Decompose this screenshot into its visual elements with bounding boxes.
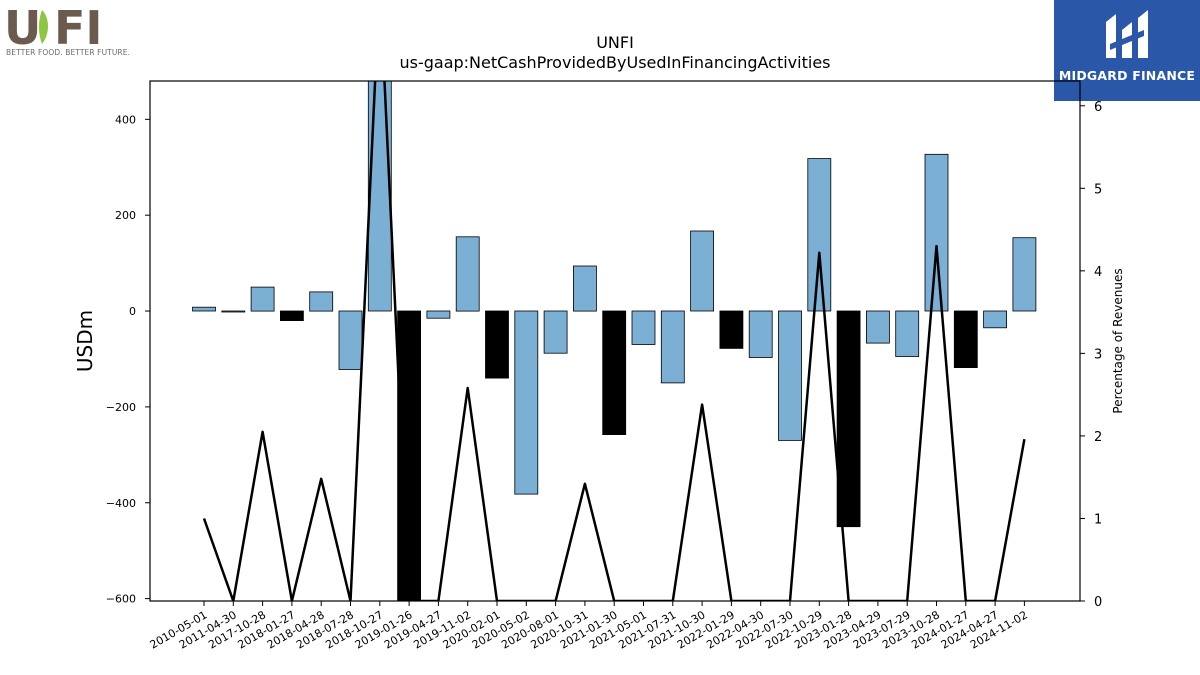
- bar: [719, 310, 744, 349]
- bar: [866, 310, 890, 344]
- y2-axis-label: Percentage of Revenues: [1111, 268, 1125, 413]
- leaf-icon: [39, 10, 48, 44]
- y2-tick-label: 3: [1094, 347, 1102, 362]
- series-group: [192, 81, 1037, 601]
- bar: [397, 310, 422, 601]
- bar: [514, 310, 539, 495]
- bar: [924, 153, 949, 312]
- midgard-logo-text: MIDGARD FINANCE: [1058, 68, 1196, 83]
- bar: [895, 310, 920, 357]
- midgard-finance-logo: MIDGARD FINANCE: [1054, 0, 1200, 101]
- y-tick-label: 0: [129, 305, 136, 318]
- bar: [192, 306, 216, 312]
- bar: [631, 310, 656, 345]
- y2-tick-label: 2: [1094, 430, 1102, 445]
- unfi-logo-letters-rest: FI: [54, 4, 103, 48]
- bar: [250, 286, 275, 312]
- y-tick-label: −400: [106, 497, 136, 510]
- bar: [748, 310, 773, 358]
- bar: [807, 158, 832, 312]
- y-tick-label: 400: [115, 113, 136, 126]
- unfi-logo-mark: U FI: [4, 1, 103, 55]
- bar: [426, 310, 451, 319]
- bar: [485, 310, 509, 379]
- bar: [455, 236, 480, 312]
- bar: [660, 310, 685, 384]
- unfi-tagline: BETTER FOOD. BETTER FUTURE.: [6, 48, 131, 57]
- y2-tick-label: 5: [1094, 182, 1102, 197]
- percentage-line: [202, 81, 1026, 601]
- y-tick-label: −200: [106, 401, 136, 414]
- plot-area: −600−400−200020040001234562010-05-012011…: [106, 80, 1102, 652]
- unfi-logo-letters: U: [4, 4, 41, 48]
- chart-title: UNFI: [596, 33, 634, 52]
- chart-subtitle: us-gaap:NetCashProvidedByUsedInFinancing…: [399, 53, 830, 72]
- y2-tick-label: 0: [1094, 595, 1102, 610]
- bar: [367, 81, 392, 312]
- y-tick-label: −600: [106, 593, 136, 606]
- bar: [309, 291, 334, 312]
- bar: [690, 230, 714, 312]
- y2-tick-label: 1: [1094, 512, 1102, 527]
- y-axis-label: USDm: [73, 310, 97, 372]
- unfi-logo: U FI BETTER FOOD. BETTER FUTURE.: [4, 1, 131, 62]
- y2-tick-label: 6: [1094, 100, 1102, 115]
- plot-frame: [149, 80, 1081, 602]
- bar: [573, 265, 597, 312]
- bar: [543, 310, 568, 354]
- bar: [953, 310, 978, 368]
- bar: [279, 310, 304, 322]
- bar: [1012, 237, 1037, 312]
- bar: [221, 310, 246, 313]
- midgard-logo-icon: [1106, 10, 1148, 58]
- bar: [983, 310, 1007, 329]
- bar: [778, 310, 802, 441]
- y-tick-label: 200: [115, 209, 136, 222]
- bar: [602, 310, 627, 435]
- y2-tick-label: 4: [1094, 265, 1102, 280]
- bar: [836, 310, 861, 528]
- bar: [338, 310, 363, 370]
